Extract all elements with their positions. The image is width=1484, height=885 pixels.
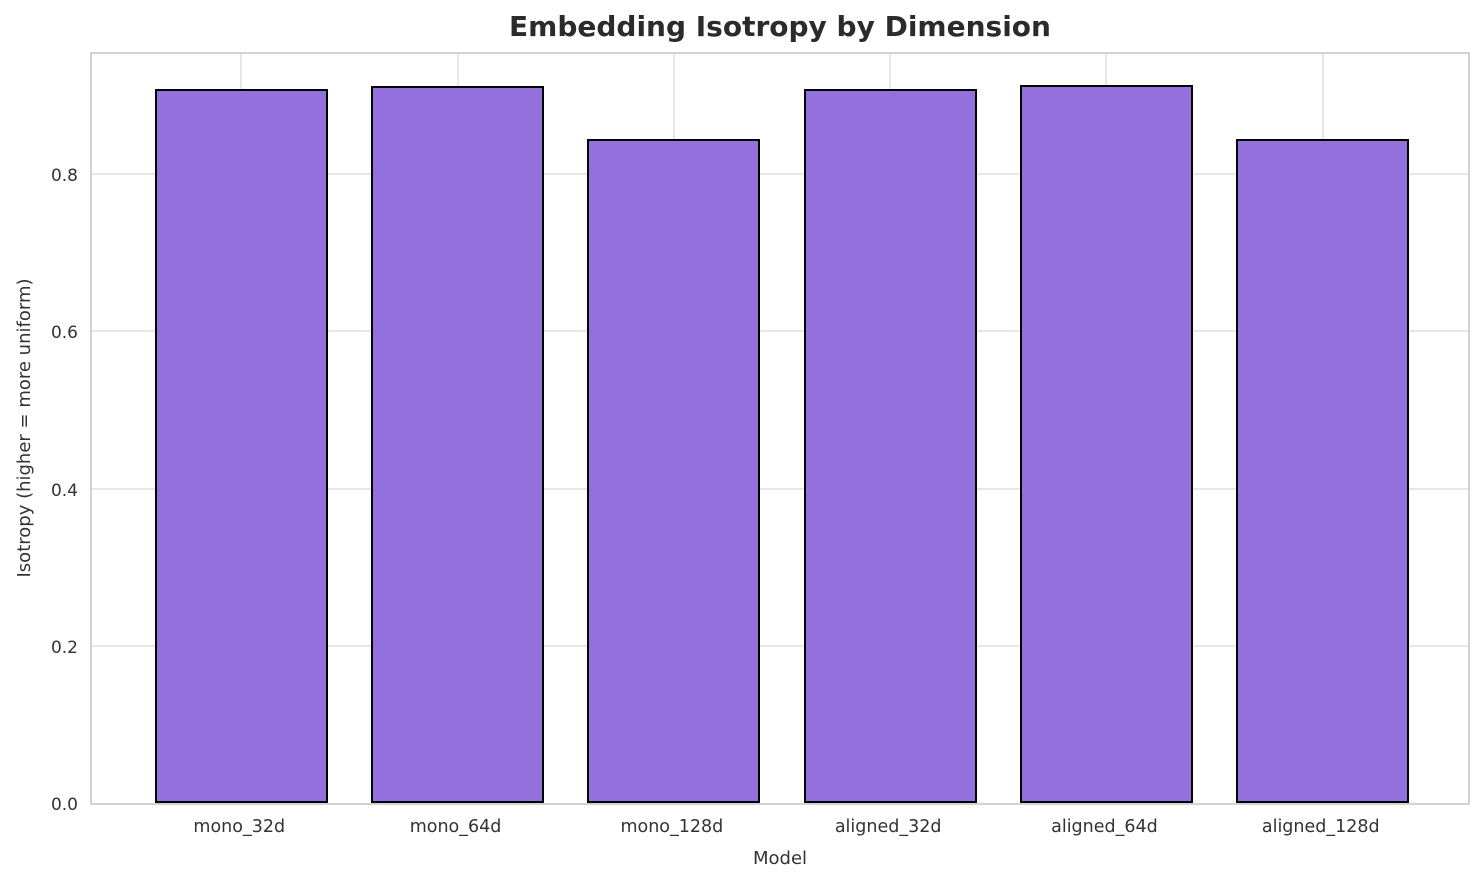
xtick-label-aligned_32d: aligned_32d <box>834 817 942 837</box>
ytick-label-0.0: 0.0 <box>50 795 78 815</box>
ytick-label-0.4: 0.4 <box>50 480 78 501</box>
bar-mono_32d <box>154 89 328 803</box>
xtick-label-mono_128d: mono_128d <box>620 817 724 837</box>
gridline-y-0.4 <box>92 487 1468 490</box>
bar-aligned_32d <box>803 89 977 803</box>
bar-aligned_64d <box>1019 85 1193 803</box>
gridline-y-0.6 <box>92 330 1468 333</box>
xtick-label-mono_32d: mono_32d <box>193 817 286 837</box>
ytick-label-0.2: 0.2 <box>50 637 78 658</box>
plot-area <box>90 52 1470 805</box>
ytick-label-0.8: 0.8 <box>50 166 78 187</box>
gridline-y-0.2 <box>92 644 1468 647</box>
gridline-y-0.8 <box>92 173 1468 176</box>
ytick-label-0.6: 0.6 <box>50 323 78 344</box>
x-axis-label: Model <box>752 848 808 869</box>
xtick-label-aligned_64d: aligned_64d <box>1051 817 1158 837</box>
chart-title: Embedding Isotropy by Dimension <box>509 10 1051 43</box>
xtick-label-mono_64d: mono_64d <box>409 817 502 837</box>
bar-mono_128d <box>587 138 761 803</box>
bar-aligned_128d <box>1236 138 1410 803</box>
bar-mono_64d <box>371 86 545 803</box>
xtick-label-aligned_128d: aligned_128d <box>1261 817 1380 837</box>
